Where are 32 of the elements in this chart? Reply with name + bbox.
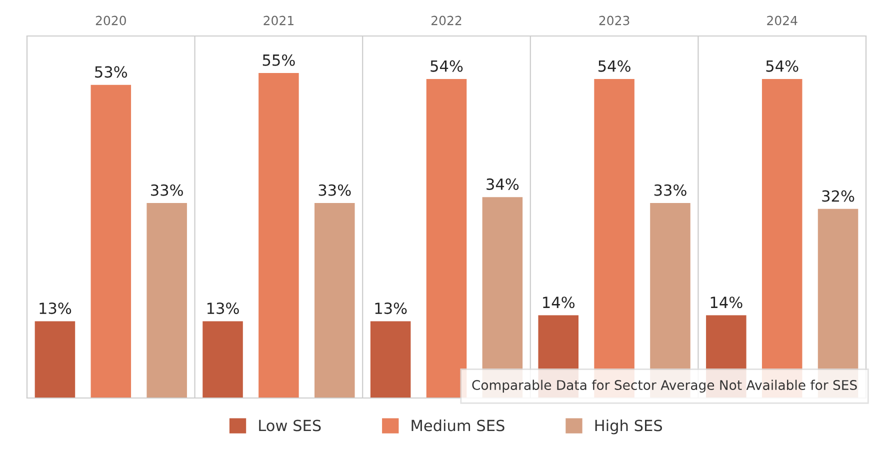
data-label: 34% — [486, 178, 519, 190]
bar — [146, 203, 187, 398]
bar — [258, 73, 299, 398]
x-tick-label: 2024 — [767, 16, 798, 26]
legend-label: High SES — [595, 419, 662, 434]
data-label: 14% — [710, 296, 742, 308]
data-label: 13% — [40, 302, 72, 314]
data-label: 54% — [430, 60, 463, 72]
x-tick-label: 2023 — [599, 16, 630, 26]
data-label: 53% — [95, 66, 128, 78]
bar — [426, 78, 467, 398]
data-label: 32% — [822, 190, 854, 202]
x-tick-label: 2022 — [432, 16, 462, 26]
data-label: 54% — [766, 60, 798, 72]
bar — [314, 203, 355, 398]
data-label: 54% — [598, 60, 630, 72]
bar — [370, 321, 411, 398]
data-label: 13% — [375, 302, 407, 314]
x-tick-label: 2021 — [264, 16, 294, 26]
legend-label: Medium SES — [412, 419, 504, 432]
data-label: 14% — [543, 296, 574, 308]
data-label: 33% — [151, 184, 183, 196]
x-tick-label: 2020 — [96, 16, 126, 26]
bar — [202, 321, 243, 398]
legend-label: Low SES — [259, 420, 321, 432]
bar — [90, 84, 132, 398]
data-label: 33% — [318, 184, 351, 196]
data-label: 55% — [262, 54, 295, 66]
data-label: 13% — [207, 302, 239, 314]
data-label: 33% — [654, 184, 686, 196]
bar — [34, 321, 76, 398]
annotation: Comparable Data for Sector Average Not Available for SES — [472, 380, 857, 393]
